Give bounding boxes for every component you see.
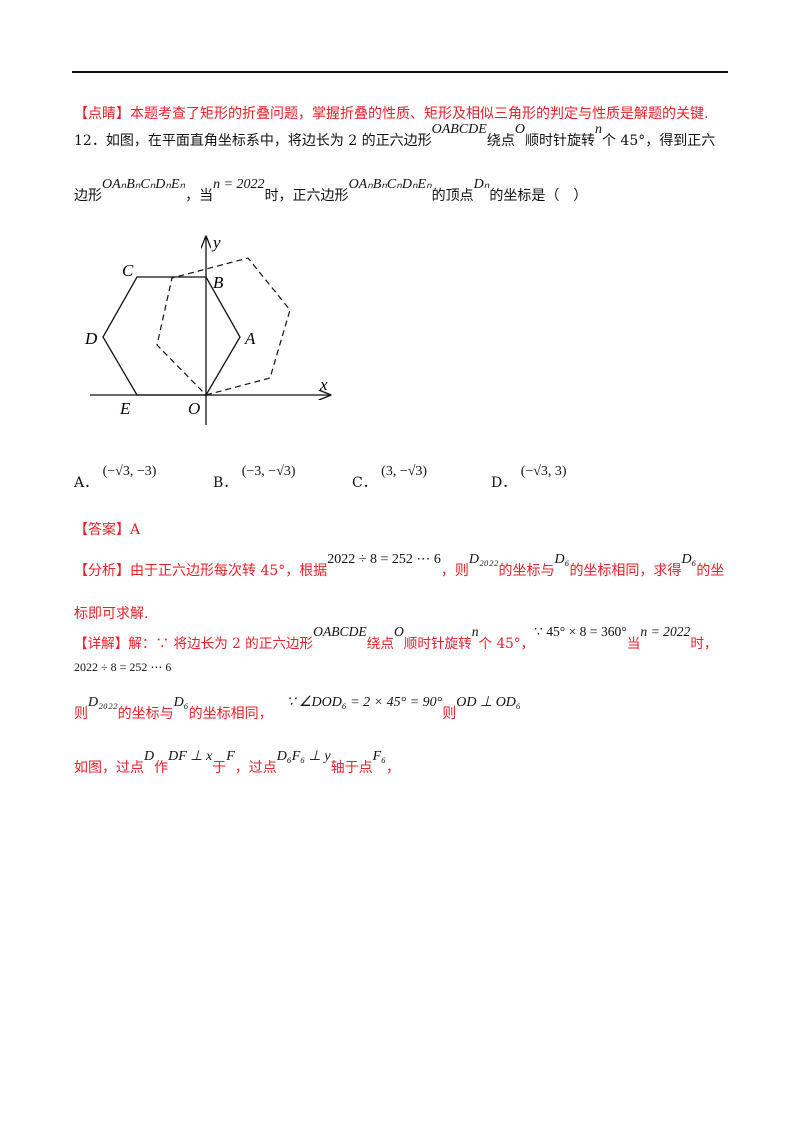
d-text: 顺时针旋转 [403,636,472,652]
question-line-1: 12．如图，在平面直角坐标系中，将边长为 2 的正六边形OABCDE绕点O顺时针… [74,122,716,150]
d-text: 当 [626,636,641,652]
answer-tag: 【答案】 [74,522,130,538]
d-math: n = 2022 [640,624,691,639]
hexagon-figure: y x C B A D E O [84,233,800,425]
d-math: D₂₀₂₂ [88,695,118,710]
option-d[interactable]: D． (−√3, 3) [491,464,567,492]
d-math: O [393,624,404,639]
label-e: E [119,399,131,418]
a-math: D₆ [681,552,697,567]
option-label: D． [491,475,517,491]
q-math: Dₙ [473,177,490,192]
label-d: D [84,329,98,348]
q-text: ，当 [185,188,214,204]
d-math: DF ⊥ x [168,749,213,764]
q-text: 边形 [74,188,102,204]
d-text: ， [386,760,400,776]
label-o: O [188,399,200,418]
tip-tag: 【点睛】 [74,106,130,122]
d-text: 绕点 [366,636,394,652]
q-math: n = 2022 [213,177,265,192]
tip-text: 本题考查了矩形的折叠问题，掌握折叠的性质、矩形及相似三角形的判定与性质是解题的关… [130,106,709,122]
label-b: B [213,273,224,292]
option-value: (−√3, 3) [520,464,567,479]
question-line-2: 边形OAₙBₙCₙDₙEₙ，当n = 2022时，正六边形OAₙBₙCₙDₙEₙ… [74,177,588,205]
d-text: 时， [690,636,718,652]
label-x: x [319,375,328,394]
tip-line: 【点睛】本题考查了矩形的折叠问题，掌握折叠的性质、矩形及相似三角形的判定与性质是… [74,103,708,123]
d-math: F [226,749,235,764]
a-text: 的坐标与 [498,563,555,579]
q-math: OAₙBₙCₙDₙEₙ [348,177,432,192]
q-math: OABCDE [431,122,487,137]
d-math: D₆ [173,695,189,710]
answer-line: 【答案】A [74,519,140,539]
q-text: 个 45°，得到正六 [601,133,716,149]
detail-line-4: 如图，过点D作DF ⊥ x于F，过点D₆F₆ ⊥ y轴于点F₆， [74,749,400,777]
header-rule [72,71,728,73]
d-math: F₆ [372,749,386,764]
d-text: 个 45°， [478,636,535,652]
d-text: 的坐标相同， [188,706,273,722]
d-math: D [144,749,155,764]
option-label: C． [352,475,377,491]
d-math: ∵ 45° × 8 = 360° [534,624,627,639]
label-y: y [211,233,221,252]
d-text: ，过点 [234,760,277,776]
label-c: C [122,261,134,280]
detail-line-1: 【详解】解：∵ 将边长为 2 的正六边形OABCDE绕点O顺时针旋转n个 45°… [74,624,718,652]
option-label: B． [213,475,238,491]
answer-value: A [130,522,141,538]
option-c[interactable]: C． (3, −√3) [352,464,427,492]
d-math: OABCDE [313,624,367,639]
d-math: OD ⊥ OD₆ [456,695,521,710]
q-text: 的顶点 [431,188,474,204]
a-math: 2022 ÷ 8 = 252 ⋯ 6 [327,552,441,567]
analysis-line-1: 【分析】由于正六边形每次转 45°，根据2022 ÷ 8 = 252 ⋯ 6，则… [74,552,725,580]
a-text: 【分析】由于正六边形每次转 45°，根据 [74,563,328,579]
option-value: (−√3, −3) [102,464,157,479]
option-b[interactable]: B． (−3, −√3) [213,464,296,492]
d-math: ∵ ∠DOD₆ = 2 × 45° = 90° [286,695,443,710]
d-text: 作 [154,760,169,776]
a-text: 的坐 [696,563,725,579]
option-value: (3, −√3) [381,464,428,479]
hexagon-original [102,276,241,396]
option-value: (−3, −√3) [241,464,296,479]
q-text: 的坐标是（ ） [489,188,588,204]
hexagon-rotated [156,257,291,396]
d-text: 的坐标与 [117,706,174,722]
q-text: 顺时针旋转 [524,133,595,149]
d-text: 于 [212,760,227,776]
analysis-line-2: 标即可求解. [74,606,149,622]
detail-line-3: 则D₂₀₂₂的坐标与D₆的坐标相同，∵ ∠DOD₆ = 2 × 45° = 90… [74,695,521,723]
q-text: 12．如图，在平面直角坐标系中，将边长为 2 的正六边形 [74,133,432,149]
d-text: 则 [74,706,88,722]
q-math: O [514,122,525,137]
a-math: D₂₀₂₂ [468,552,499,567]
a-text: 的坐标相同，求得 [569,563,682,579]
d-math: D₆F₆ ⊥ y [276,749,331,764]
d-text: 【详解】解：∵ 将边长为 2 的正六边形 [74,636,314,652]
label-a: A [244,329,256,348]
option-label: A． [74,475,99,491]
q-math: n [594,122,602,137]
a-math: D₆ [554,552,570,567]
d-math: n [471,624,479,639]
q-text: 绕点 [486,133,515,149]
d-text: 如图，过点 [74,760,144,776]
q-math: OAₙBₙCₙDₙEₙ [102,177,186,192]
d-text: 则 [442,706,457,722]
a-text: ，则 [440,563,469,579]
detail-line-2: 2022 ÷ 8 = 252 ⋯ 6 [74,660,172,674]
q-text: 时，正六边形 [264,188,349,204]
d-text: 轴于点 [330,760,373,776]
option-a[interactable]: A． (−√3, −3) [74,464,156,492]
